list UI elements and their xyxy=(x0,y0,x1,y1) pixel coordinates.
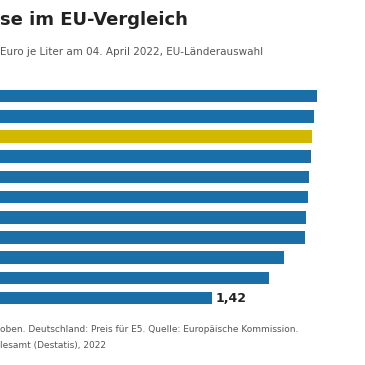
Bar xyxy=(0,150,311,163)
Bar xyxy=(0,231,305,244)
Bar xyxy=(0,292,212,304)
Bar xyxy=(0,130,312,143)
Bar xyxy=(0,272,269,284)
Text: se im EU-Vergleich: se im EU-Vergleich xyxy=(0,11,188,29)
Text: lesamt (Destatis), 2022: lesamt (Destatis), 2022 xyxy=(0,341,106,350)
Text: oben. Deutschland: Preis für E5. Quelle: Europäische Kommission.: oben. Deutschland: Preis für E5. Quelle:… xyxy=(0,325,298,334)
Bar xyxy=(0,90,317,102)
Text: 1,42: 1,42 xyxy=(215,292,246,305)
Bar xyxy=(0,110,314,123)
Text: Euro je Liter am 04. April 2022, EU-Länderauswahl: Euro je Liter am 04. April 2022, EU-Länd… xyxy=(0,47,263,57)
Bar xyxy=(0,170,309,183)
Bar xyxy=(0,191,308,203)
Bar xyxy=(0,211,306,224)
Bar xyxy=(0,251,284,264)
